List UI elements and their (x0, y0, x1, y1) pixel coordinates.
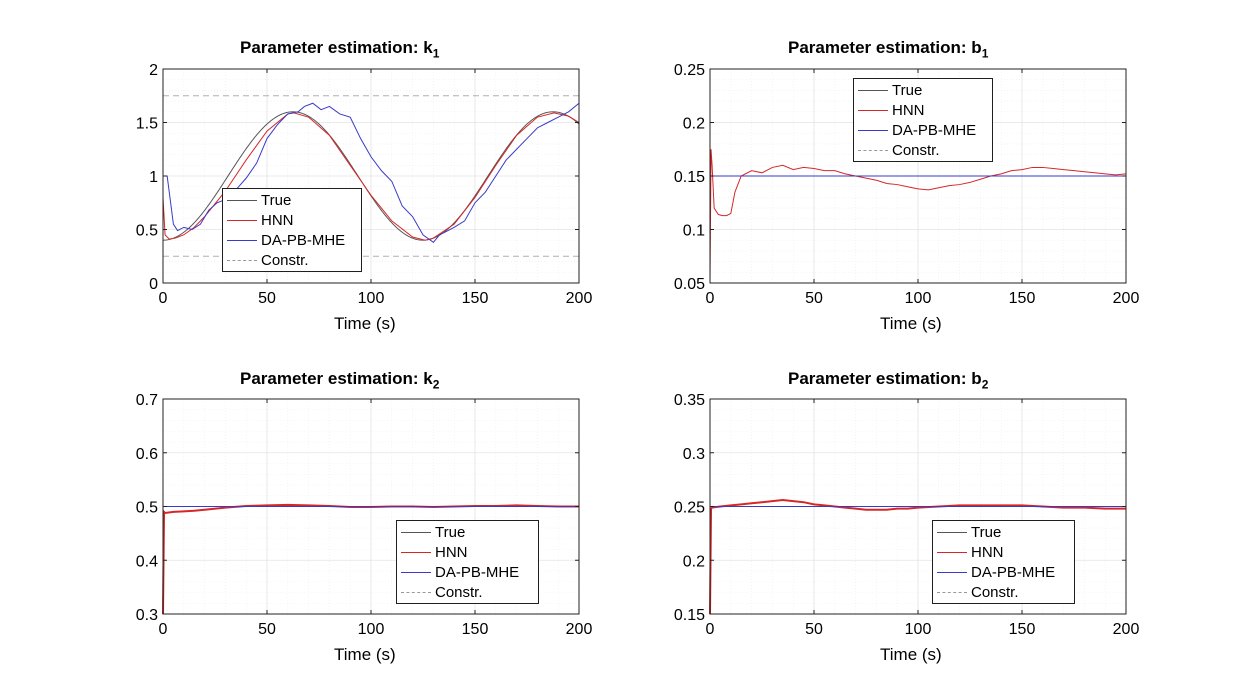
legend-entry-mhe: DA-PB-MHE (401, 562, 534, 582)
x-tick-label-k2: 50 (258, 621, 276, 638)
legend-entry-hnn: HNN (937, 542, 1070, 562)
x-tick-label-k1: 50 (258, 290, 276, 307)
legend-b2: True HNN DA-PB-MHE Constr. (932, 520, 1075, 604)
plot-title-k2: Parameter estimation: k2 (240, 369, 440, 392)
legend-swatch-true (858, 89, 888, 91)
legend-swatch-true (401, 531, 431, 533)
legend-swatch-hnn (937, 551, 967, 553)
legend-swatch-mhe (937, 571, 967, 573)
x-axis-label-b1: Time (s) (880, 314, 942, 333)
legend-swatch-hnn (401, 551, 431, 553)
y-tick-label-k1: 1.5 (136, 116, 158, 133)
legend-entry-constr: Constr. (858, 140, 988, 160)
y-tick-label-k2: 0.5 (136, 500, 158, 517)
series-hnn-b2 (709, 499, 1126, 615)
x-tick-label-b2: 50 (805, 621, 823, 638)
y-tick-label-k1: 0.5 (136, 223, 158, 240)
y-tick-label-k2: 0.6 (136, 446, 158, 463)
series-hnn-k2 (162, 503, 579, 615)
legend-entry-hnn: HNN (227, 210, 357, 230)
y-tick-label-k1: 0 (149, 276, 158, 293)
legend-entry-hnn: HNN (858, 100, 988, 120)
x-tick-label-b2: 200 (1113, 621, 1140, 638)
legend-entry-true: True (937, 522, 1070, 542)
legend-entry-constr: Constr. (937, 582, 1070, 602)
legend-swatch-true (937, 531, 967, 533)
x-tick-label-b2: 0 (706, 621, 715, 638)
x-axis-label-b2: Time (s) (880, 645, 942, 664)
x-tick-label-k1: 0 (159, 290, 168, 307)
y-tick-label-b2: 0.2 (683, 553, 705, 570)
x-tick-label-b1: 100 (905, 290, 932, 307)
legend-entry-true: True (401, 522, 534, 542)
x-tick-label-b2: 100 (905, 621, 932, 638)
legend-swatch-mhe (401, 571, 431, 573)
y-tick-label-k1: 2 (149, 62, 158, 79)
plot-title-b2: Parameter estimation: b2 (788, 369, 989, 392)
x-axis-label-k2: Time (s) (334, 645, 396, 664)
legend-b1: True HNN DA-PB-MHE Constr. (853, 78, 993, 162)
legend-swatch-hnn (227, 219, 257, 221)
y-tick-label-b1: 0.2 (683, 116, 705, 133)
x-tick-label-k2: 150 (462, 621, 489, 638)
y-tick-label-b1: 0.25 (674, 62, 705, 79)
plot-title-b1: Parameter estimation: b1 (788, 38, 989, 61)
y-tick-label-b1: 0.15 (674, 169, 705, 186)
legend-swatch-mhe (858, 129, 888, 131)
x-tick-label-b1: 200 (1113, 290, 1140, 307)
y-tick-label-b2: 0.25 (674, 500, 705, 517)
x-axis-label-k1: Time (s) (334, 314, 396, 333)
x-tick-label-k1: 200 (566, 290, 593, 307)
y-tick-label-k2: 0.3 (136, 607, 158, 624)
y-tick-label-b1: 0.05 (674, 276, 705, 293)
x-tick-label-k1: 150 (462, 290, 489, 307)
series-hnn-b1 (709, 149, 1127, 284)
y-tick-label-k1: 1 (149, 169, 158, 186)
x-tick-label-k2: 0 (159, 621, 168, 638)
legend-swatch-constr (227, 259, 257, 261)
legend-entry-true: True (858, 80, 988, 100)
legend-swatch-mhe (227, 239, 257, 241)
legend-entry-constr: Constr. (227, 250, 357, 270)
x-tick-label-b2: 150 (1009, 621, 1036, 638)
y-tick-label-b2: 0.15 (674, 607, 705, 624)
legend-entry-mhe: DA-PB-MHE (937, 562, 1070, 582)
legend-swatch-true (227, 199, 257, 201)
x-tick-label-k2: 200 (566, 621, 593, 638)
x-tick-label-k2: 100 (358, 621, 385, 638)
x-tick-label-b1: 0 (706, 290, 715, 307)
y-tick-label-b1: 0.1 (683, 223, 705, 240)
y-tick-label-k2: 0.7 (136, 392, 158, 409)
legend-entry-true: True (227, 190, 357, 210)
legend-swatch-constr (858, 149, 888, 151)
y-tick-label-k2: 0.4 (136, 553, 158, 570)
plot-title-k1: Parameter estimation: k1 (240, 38, 440, 61)
legend-entry-mhe: DA-PB-MHE (227, 230, 357, 250)
legend-swatch-constr (937, 591, 967, 593)
legend-entry-constr: Constr. (401, 582, 534, 602)
legend-swatch-constr (401, 591, 431, 593)
series-hnn-k1 (162, 112, 580, 241)
legend-k2: True HNN DA-PB-MHE Constr. (396, 520, 539, 604)
x-tick-label-b1: 50 (805, 290, 823, 307)
legend-k1: True HNN DA-PB-MHE Constr. (222, 188, 362, 272)
series-da-pb-mhe-k1 (163, 102, 580, 244)
x-tick-label-k1: 100 (358, 290, 385, 307)
legend-swatch-hnn (858, 109, 888, 111)
legend-entry-mhe: DA-PB-MHE (858, 120, 988, 140)
y-tick-label-b2: 0.35 (674, 392, 705, 409)
y-tick-label-b2: 0.3 (683, 446, 705, 463)
legend-entry-hnn: HNN (401, 542, 534, 562)
x-tick-label-b1: 150 (1009, 290, 1036, 307)
